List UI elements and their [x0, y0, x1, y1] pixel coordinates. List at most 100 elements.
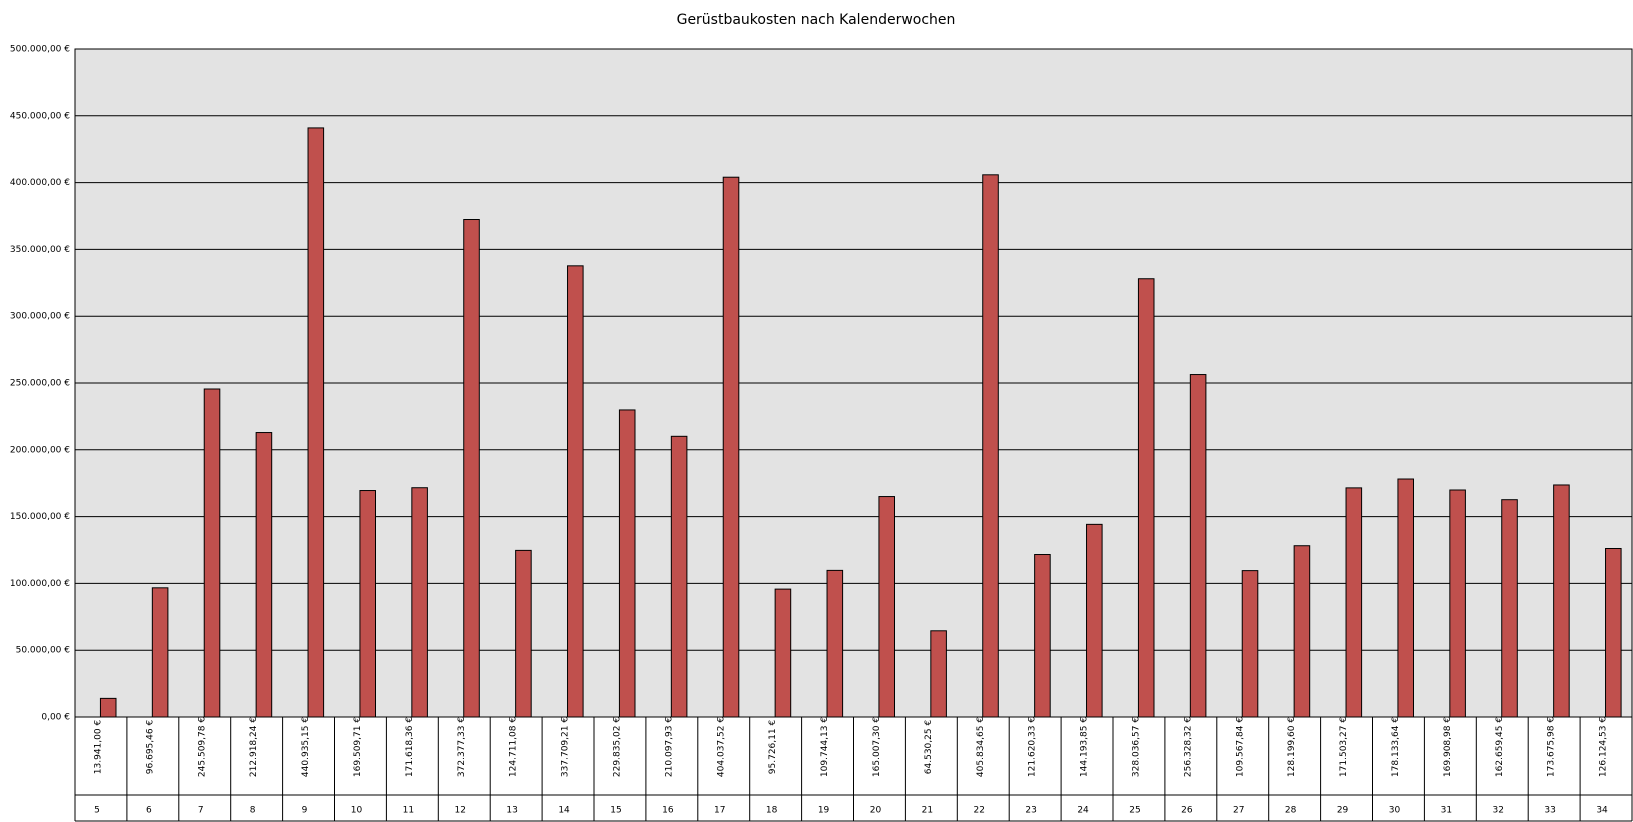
y-tick-label: 0,00 € — [41, 713, 70, 723]
value-label: 109.744,13 € — [820, 717, 830, 777]
bar — [1553, 484, 1570, 718]
x-tick-label: 33 — [1544, 806, 1555, 816]
bar — [1605, 547, 1622, 718]
value-label: 173.675,98 € — [1547, 717, 1557, 777]
value-label: 404.037,52 € — [716, 717, 726, 777]
bar — [307, 127, 325, 718]
x-tick-label: 9 — [302, 806, 308, 816]
bar — [1034, 554, 1051, 718]
bar — [1137, 278, 1155, 718]
value-label: 405.834,65 € — [976, 717, 986, 777]
value-label: 126.124,53 € — [1599, 717, 1609, 777]
x-tick-label: 28 — [1285, 806, 1297, 816]
x-tick-label: 13 — [506, 806, 517, 816]
value-label: 13.941,00 € — [93, 720, 103, 775]
bar — [982, 174, 999, 718]
value-label: 178.133,64 € — [1391, 717, 1401, 777]
value-label: 121.620,33 € — [1028, 717, 1038, 777]
bar — [774, 588, 792, 718]
x-tick-label: 23 — [1025, 806, 1036, 816]
x-tick-label: 26 — [1181, 806, 1193, 816]
x-tick-label: 30 — [1389, 806, 1401, 816]
bar — [930, 630, 947, 718]
y-tick-label: 150.000,00 € — [10, 512, 70, 522]
y-tick-label: 400.000,00 € — [10, 178, 70, 188]
bar — [826, 569, 844, 718]
value-label: 440.935,15 € — [301, 717, 311, 777]
bar — [99, 697, 117, 718]
x-tick-label: 7 — [198, 806, 204, 816]
y-tick-label: 250.000,00 € — [10, 379, 70, 389]
value-label: 109.567,84 € — [1235, 717, 1245, 777]
value-label: 171.503,27 € — [1339, 717, 1349, 777]
y-tick-label: 350.000,00 € — [10, 245, 70, 255]
bar — [878, 496, 896, 718]
bar — [1086, 523, 1103, 718]
value-label: 171.618,36 € — [405, 717, 415, 777]
value-label: 124.711,08 € — [509, 717, 519, 777]
value-label: 96.695,46 € — [145, 720, 155, 775]
value-label: 144.193,85 € — [1080, 717, 1090, 777]
bar — [670, 435, 688, 718]
x-tick-label: 19 — [818, 806, 830, 816]
x-tick-label: 17 — [714, 806, 725, 816]
bar — [463, 219, 480, 718]
x-tick-label: 11 — [403, 806, 414, 816]
y-tick-label: 450.000,00 € — [10, 111, 70, 121]
x-tick-label: 32 — [1493, 806, 1504, 816]
y-tick-label: 50.000,00 € — [16, 646, 71, 656]
value-label: 169.908,98 € — [1443, 717, 1453, 777]
value-label: 64.530,25 € — [924, 720, 934, 775]
value-label: 169.509,71 € — [353, 717, 363, 777]
value-label: 256.328,32 € — [1183, 717, 1193, 777]
value-label: 162.659,45 € — [1495, 717, 1505, 777]
value-label: 229.835,02 € — [612, 717, 622, 777]
x-tick-label: 18 — [766, 806, 778, 816]
bar — [515, 549, 532, 718]
x-tick-label: 10 — [351, 806, 363, 816]
x-tick-label: 27 — [1233, 806, 1244, 816]
x-tick-label: 24 — [1077, 806, 1089, 816]
x-tick-label: 15 — [610, 806, 621, 816]
x-tick-label: 25 — [1129, 806, 1140, 816]
x-tick-label: 21 — [922, 806, 933, 816]
chart-title: Gerüstbaukosten nach Kalenderwochen — [677, 12, 956, 28]
bar — [567, 265, 584, 718]
value-label: 212.918,24 € — [249, 717, 259, 777]
value-label: 328.036,57 € — [1131, 717, 1141, 777]
bar — [359, 490, 377, 718]
value-label: 245.509,78 € — [197, 717, 207, 777]
bar — [722, 176, 740, 718]
x-tick-label: 22 — [974, 806, 985, 816]
x-tick-label: 34 — [1596, 806, 1608, 816]
bar — [255, 432, 273, 718]
value-label: 95.726,11 € — [768, 720, 778, 775]
value-label: 337.709,21 € — [561, 717, 571, 777]
bar — [1293, 545, 1311, 718]
x-tick-label: 31 — [1441, 806, 1452, 816]
x-tick-label: 16 — [662, 806, 674, 816]
value-label: 372.377,33 € — [457, 717, 467, 777]
x-tick-label: 8 — [250, 806, 256, 816]
bar — [203, 388, 221, 718]
bar — [1397, 478, 1415, 718]
x-tick-label: 14 — [558, 806, 570, 816]
y-tick-label: 500.000,00 € — [10, 45, 70, 55]
bar — [151, 587, 169, 718]
x-tick-label: 20 — [870, 806, 882, 816]
y-tick-label: 100.000,00 € — [10, 579, 70, 589]
y-tick-label: 300.000,00 € — [10, 312, 70, 322]
x-tick-label: 12 — [455, 806, 466, 816]
bar — [1189, 374, 1207, 718]
bar — [618, 409, 636, 718]
value-label: 165.007,30 € — [872, 717, 882, 777]
bar — [1501, 499, 1518, 718]
bar — [411, 487, 428, 718]
x-tick-label: 29 — [1337, 806, 1349, 816]
value-label: 128.199,60 € — [1287, 717, 1297, 777]
bar — [1449, 489, 1466, 718]
y-tick-label: 200.000,00 € — [10, 445, 70, 455]
value-label: 210.097,93 € — [664, 717, 674, 777]
bar — [1345, 487, 1363, 718]
